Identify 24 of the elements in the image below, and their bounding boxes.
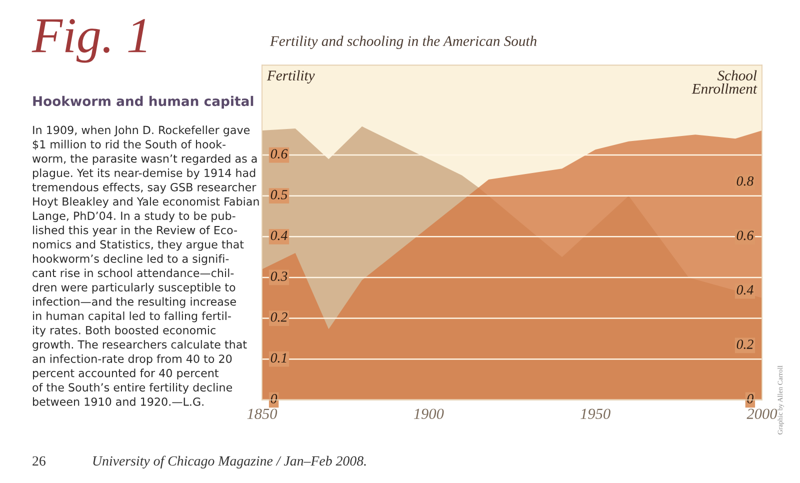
y-tick-label: 0.2	[270, 312, 288, 322]
text: Hookworm and human capital	[33, 96, 254, 109]
y2-tick-label: 0.8	[736, 176, 754, 186]
y-tick-label: 0.3	[270, 272, 288, 282]
y2-axis-title: School Enrollment	[692, 70, 758, 94]
chart-title: Fertility and schooling in the American South	[270, 36, 536, 50]
y-tick-label: 0.6	[270, 149, 288, 159]
y-axis-title: Fertility	[266, 70, 315, 84]
x-tick-label: 1850	[247, 408, 278, 420]
y2-tick-label: 0.2	[736, 340, 754, 350]
x-tick-label: 1950	[580, 408, 610, 420]
text: In 1909, when John D. Rockefeller gave $1 million to rid the South of hook- worm, the parasite wasn’t regarded as a plague. Yet its near-demise by 1914 had tremendous effects, say GSB researcher Hoyt Bleakley and Yale economist Fabian Lange, PhD’04. In a study to be pub- lished this year in the Review of Eco- nomics and Statistics, they argue that hookworm’s decline led to a signifi- cant rise in school attendance—chil- dren were particularly susceptible to infection—and the resulting increase in human capital led to falling fertil- ity rates. Both boosted economic growth. The researchers calculate that an infection-rate drop from 40 to 20 percent accounted for 40 percent of the South’s entire fertility decline between 1910 and 1920.—L.G.	[32, 126, 259, 406]
y2-tick-label: 0	[747, 394, 754, 404]
caption: Fig. 1	[32, 19, 146, 63]
y-tick-label: 0.1	[270, 353, 286, 363]
y2-tick-label: 0.4	[736, 285, 754, 295]
y-tick-label: 0.4	[270, 230, 288, 240]
text: University of Chicago Magazine / Jan–Feb 2008.	[93, 456, 366, 469]
y-tick-label: 0.5	[270, 190, 288, 200]
y2-tick-label: 0.6	[736, 230, 754, 240]
x-tick-label: 1900	[414, 408, 444, 420]
y-tick-label: 0	[270, 394, 278, 404]
text: 26	[32, 456, 46, 466]
x-tick-label: 2000	[746, 408, 778, 420]
